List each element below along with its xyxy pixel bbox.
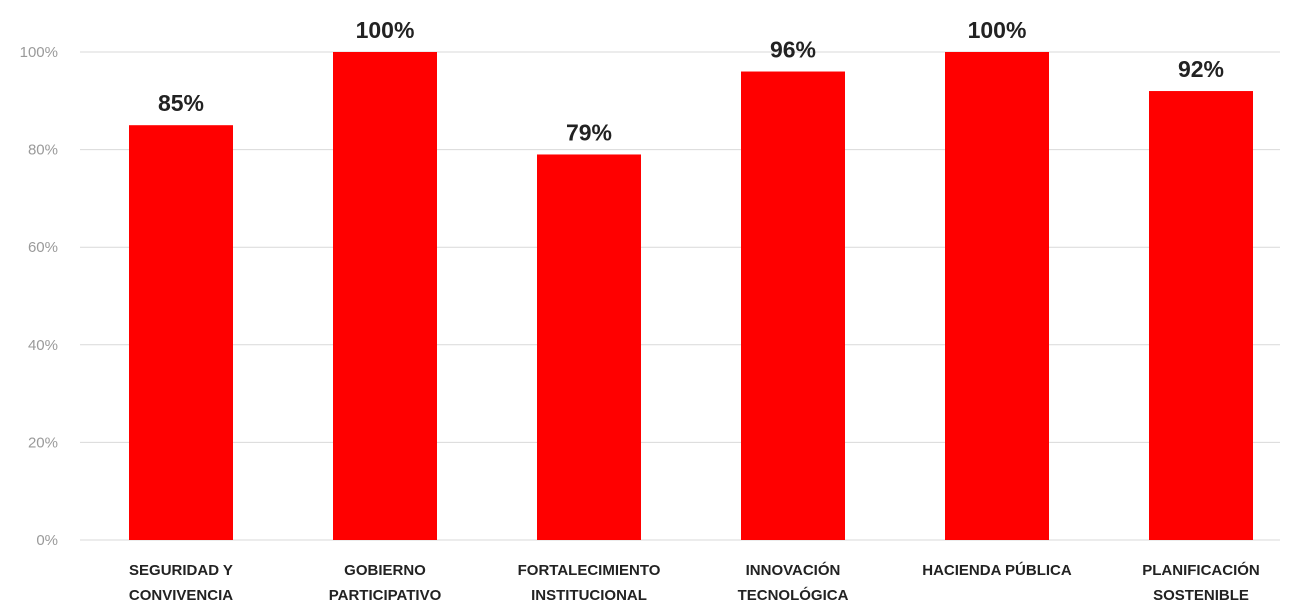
- category-label-line: INNOVACIÓN: [746, 561, 841, 579]
- category-label: GOBIERNO PARTICIPATIVO: [329, 562, 442, 604]
- grid-lines: [80, 51, 1280, 541]
- bar-value-label: 85%: [158, 90, 204, 116]
- category-label-line: HACIENDA PÚBLICA: [922, 561, 1072, 579]
- category-label-line: INSTITUCIONAL: [531, 587, 647, 604]
- bar-value-label: 96%: [770, 37, 816, 63]
- bar: [537, 154, 641, 541]
- y-tick-label: 40%: [28, 337, 58, 354]
- y-tick-label: 100%: [20, 44, 58, 61]
- category-label-line: GOBIERNO: [344, 562, 426, 579]
- y-tick-label: 80%: [28, 142, 58, 159]
- category-label-line: PARTICIPATIVO: [329, 587, 442, 604]
- bar: [741, 71, 845, 541]
- category-label-line: SOSTENIBLE: [1153, 587, 1249, 604]
- category-label: HACIENDA PÚBLICA: [922, 561, 1072, 579]
- y-axis-ticks: 0% 20% 40% 60% 80% 100%: [20, 44, 58, 549]
- category-label-line: CONVIVENCIA: [129, 587, 233, 604]
- category-label-line: SEGURIDAD Y: [129, 562, 233, 579]
- bar-value-label: 92%: [1178, 56, 1224, 82]
- category-label-line: FORTALECIMIENTO: [518, 562, 661, 579]
- bar-value-label: 79%: [566, 119, 612, 145]
- category-label: SEGURIDAD Y CONVIVENCIA: [129, 562, 233, 604]
- bar-value-label: 100%: [356, 17, 415, 43]
- bar: [129, 125, 233, 540]
- bar: [945, 52, 1049, 540]
- category-label: PLANIFICACIÓN SOSTENIBLE: [1142, 561, 1260, 604]
- y-tick-label: 20%: [28, 434, 58, 451]
- y-tick-label: 60%: [28, 239, 58, 256]
- bar: [1149, 91, 1253, 540]
- y-tick-label: 0%: [36, 532, 58, 549]
- bars: [129, 52, 1253, 541]
- category-label: FORTALECIMIENTO INSTITUCIONAL: [518, 562, 661, 604]
- x-axis-labels: SEGURIDAD Y CONVIVENCIA GOBIERNO PARTICIPAT…: [129, 561, 1260, 604]
- category-label-line: PLANIFICACIÓN: [1142, 561, 1260, 579]
- category-label: INNOVACIÓN TECNOLÓGICA: [738, 561, 849, 604]
- data-labels: 85% 100% 79% 96% 100% 92%: [158, 17, 1224, 145]
- category-label-line: TECNOLÓGICA: [738, 586, 849, 604]
- bar-value-label: 100%: [968, 17, 1027, 43]
- bar: [333, 52, 437, 540]
